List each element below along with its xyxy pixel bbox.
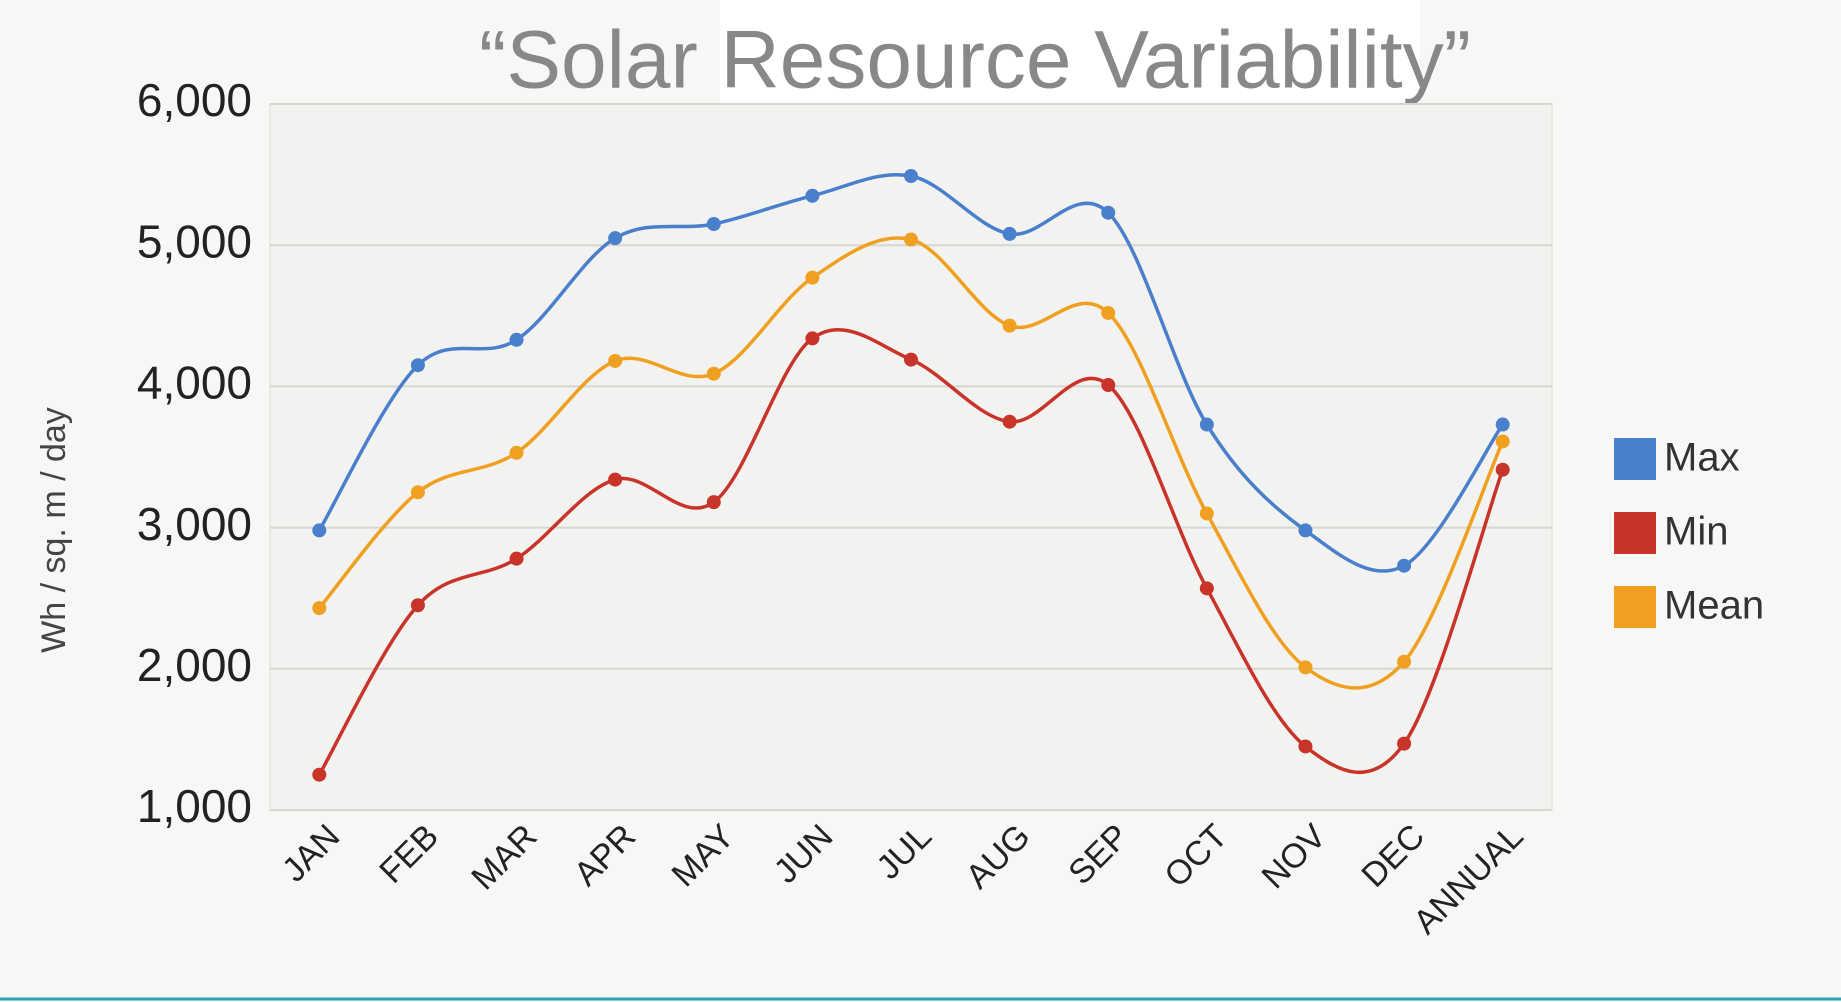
point bbox=[1199, 506, 1214, 521]
point bbox=[509, 332, 524, 347]
point bbox=[1495, 462, 1510, 477]
point bbox=[1397, 558, 1412, 573]
legend-label: Mean bbox=[1664, 584, 1764, 628]
point bbox=[904, 169, 918, 184]
point bbox=[1298, 739, 1313, 754]
point bbox=[410, 598, 425, 613]
point bbox=[312, 523, 327, 538]
point bbox=[805, 331, 820, 346]
y-tick-label: 3,000 bbox=[137, 498, 252, 550]
point bbox=[805, 270, 820, 285]
point bbox=[509, 551, 524, 566]
point bbox=[1298, 523, 1313, 538]
point bbox=[1101, 205, 1116, 220]
point bbox=[410, 485, 425, 500]
point bbox=[706, 366, 721, 381]
point bbox=[1495, 417, 1510, 432]
y-tick-label: 5,000 bbox=[137, 215, 252, 267]
point bbox=[1397, 654, 1412, 669]
chart-title: “Solar Resource Variability” bbox=[479, 15, 1471, 106]
point bbox=[1298, 660, 1313, 675]
legend-label: Max bbox=[1664, 436, 1740, 480]
point bbox=[509, 445, 524, 460]
point bbox=[608, 231, 623, 246]
point bbox=[1002, 318, 1017, 333]
point bbox=[904, 352, 918, 367]
point bbox=[1199, 417, 1214, 432]
point bbox=[1397, 736, 1412, 751]
point bbox=[1002, 226, 1017, 241]
point bbox=[1002, 414, 1017, 429]
point bbox=[1101, 377, 1116, 392]
legend-swatch bbox=[1614, 512, 1656, 554]
y-tick-label: 4,000 bbox=[137, 357, 252, 409]
plot-area bbox=[269, 103, 1553, 811]
point bbox=[312, 601, 327, 616]
point bbox=[706, 217, 721, 232]
point bbox=[312, 767, 327, 782]
legend-swatch bbox=[1614, 438, 1656, 480]
point bbox=[706, 495, 721, 510]
point bbox=[904, 232, 918, 247]
point bbox=[608, 353, 623, 368]
point bbox=[1101, 305, 1116, 320]
y-axis-label: Wh / sq. m / day bbox=[35, 407, 73, 653]
title-backdrop bbox=[720, 0, 1420, 110]
point bbox=[1495, 434, 1510, 449]
y-tick-label: 2,000 bbox=[137, 639, 252, 691]
point bbox=[1199, 581, 1214, 596]
legend-label: Min bbox=[1664, 510, 1728, 554]
legend-swatch bbox=[1614, 586, 1656, 628]
point bbox=[410, 358, 425, 373]
point bbox=[805, 188, 820, 203]
y-tick-label: 1,000 bbox=[137, 780, 252, 832]
point bbox=[608, 472, 623, 487]
y-tick-label: 6,000 bbox=[137, 74, 252, 126]
